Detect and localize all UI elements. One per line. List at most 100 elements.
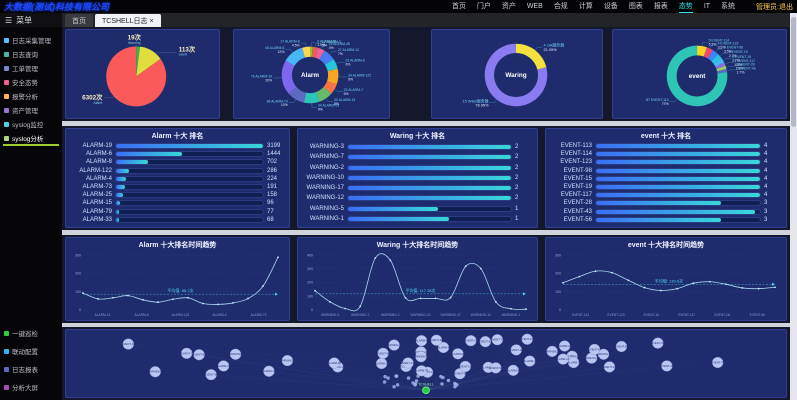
sidebar-item-资产管理[interactable]: 资产管理 bbox=[0, 103, 62, 117]
bar-row: EVENT-19 4 bbox=[552, 184, 780, 191]
bar-track bbox=[595, 143, 761, 150]
nav-item-6[interactable]: 设备 bbox=[603, 3, 618, 10]
bar-fill bbox=[596, 217, 721, 222]
bar-row: ALARM-79 77 bbox=[72, 208, 283, 215]
svg-text:23 ALARM-96%: 23 ALARM-9 6% bbox=[346, 59, 365, 67]
bar-label: EVENT-113 bbox=[560, 143, 592, 150]
bar-fill bbox=[596, 209, 756, 214]
svg-text:400: 400 bbox=[307, 253, 313, 257]
sidebar-item-一键巡检[interactable]: 一键巡检 bbox=[0, 324, 62, 342]
sidebar-item-工单管理[interactable]: 工单管理 bbox=[0, 61, 62, 75]
bar-row: WARNING-2 2 bbox=[304, 164, 531, 171]
bar-value: 158 bbox=[267, 192, 278, 199]
sidebar-item-syslog分析[interactable]: syslog分析 bbox=[0, 131, 62, 146]
bar-fill bbox=[116, 152, 183, 157]
nav-item-2[interactable]: 资产 bbox=[501, 3, 516, 10]
menu-item-icon bbox=[4, 384, 9, 390]
user-logout-link[interactable]: 管理员:退出 bbox=[756, 3, 793, 11]
svg-text:3 EVENT-192.7%: 3 EVENT-19 2.7% bbox=[732, 55, 751, 63]
bar-row: WARNING-1 1 bbox=[304, 215, 531, 222]
bar-track bbox=[115, 184, 264, 191]
bar-label: WARNING-1 bbox=[309, 215, 344, 222]
bar-fill bbox=[596, 144, 760, 149]
nav-item-11[interactable]: 系统 bbox=[721, 3, 736, 10]
bar-fill bbox=[596, 185, 760, 190]
tab-1[interactable]: TCSHELL日志 × bbox=[95, 14, 161, 27]
bar-value: 1 bbox=[515, 205, 519, 212]
tab-0[interactable]: 首页 bbox=[65, 14, 93, 27]
bar-fill bbox=[116, 209, 119, 214]
svg-text:EVENT-15: EVENT-15 bbox=[660, 364, 673, 368]
menu-item-icon bbox=[4, 65, 9, 71]
bar-value: 68 bbox=[267, 216, 274, 223]
nav-item-1[interactable]: 门户 bbox=[476, 3, 491, 10]
sidebar-collapse[interactable]: ☰ 菜单 bbox=[0, 13, 62, 27]
sidebar-item-syslog监控[interactable]: syslog监控 bbox=[0, 117, 62, 131]
sidebar-item-日志报表[interactable]: 日志报表 bbox=[0, 360, 62, 378]
bar-track bbox=[595, 151, 761, 158]
sidebar-item-日志采集管理[interactable]: 日志采集管理 bbox=[0, 33, 62, 47]
nav-item-4[interactable]: 合规 bbox=[553, 3, 568, 10]
svg-text:平均值: 85.7次: 平均值: 85.7次 bbox=[168, 287, 194, 293]
svg-text:平均值: 139.6次: 平均值: 139.6次 bbox=[655, 277, 683, 283]
svg-text:100: 100 bbox=[555, 290, 561, 294]
bar-label: ALARM-25 bbox=[82, 192, 112, 199]
svg-text:6302次: 6302次 bbox=[82, 93, 103, 102]
sidebar-item-分析大屏[interactable]: 分析大屏 bbox=[0, 378, 62, 396]
bar-value: 4 bbox=[764, 159, 768, 166]
svg-text:EVENT-15: EVENT-15 bbox=[644, 313, 659, 317]
nav-item-7[interactable]: 图表 bbox=[628, 3, 643, 10]
bar-fill bbox=[116, 168, 130, 173]
nav-item-0[interactable]: 首页 bbox=[451, 3, 466, 10]
nav-item-5[interactable]: 计算 bbox=[578, 3, 593, 10]
bar-row: ALARM-33 68 bbox=[72, 216, 283, 223]
svg-text:EVENT-28: EVENT-28 bbox=[464, 339, 477, 343]
bar-fill bbox=[348, 155, 511, 160]
bar-fill bbox=[348, 175, 511, 180]
svg-text:EVENT-56: EVENT-56 bbox=[377, 351, 390, 355]
bar-fill bbox=[348, 206, 438, 211]
svg-text:WARNING-10: WARNING-10 bbox=[595, 352, 613, 356]
bar-row: ALARM-122 286 bbox=[72, 167, 283, 174]
svg-text:4 EVENT-983.5%: 4 EVENT-98 3.5% bbox=[724, 45, 743, 53]
nav-item-10[interactable]: IT bbox=[703, 3, 711, 10]
nav-item-3[interactable]: WEB bbox=[526, 3, 543, 10]
sidebar-item-联动配置[interactable]: 联动配置 bbox=[0, 342, 62, 360]
svg-text:ALARM-122: ALARM-122 bbox=[172, 313, 190, 317]
svg-text:3 EVENT-152.7%: 3 EVENT-15 2.7% bbox=[729, 50, 748, 58]
nav-item-9[interactable]: 态势 bbox=[678, 1, 693, 13]
menu-item-label: 联动配置 bbox=[12, 349, 38, 356]
nav-item-8[interactable]: 报表 bbox=[653, 3, 668, 10]
svg-text:11 ALARM-23%: 11 ALARM-2 3% bbox=[322, 40, 341, 48]
vertical-scrollbar[interactable] bbox=[790, 13, 797, 400]
scrollbar-thumb[interactable] bbox=[791, 17, 796, 127]
sidebar: 日志采集管理 日志查询 工单管理 安全态势 报警分析 资产管理 syslog监控 syslog… bbox=[0, 27, 62, 400]
bar-value: 3 bbox=[764, 216, 768, 223]
sidebar-item-报警分析[interactable]: 报警分析 bbox=[0, 89, 62, 103]
bar-label: WARNING-17 bbox=[306, 185, 344, 192]
bar-label: ALARM-73 bbox=[82, 184, 112, 191]
panel-waring-trend: Waring 十大排名时间趋势 0 100 200 300 400 WARNING-3 WAR… bbox=[297, 237, 538, 321]
bar-row: EVENT-15 4 bbox=[552, 175, 780, 182]
svg-text:EVENT-72: EVENT-72 bbox=[491, 338, 504, 342]
bar-row: ALARM-19 3199 bbox=[72, 143, 283, 150]
Alarm-donut-chart: 6 ALARM-31 1.5%11 ALARM-2 3% 15 ALARM-45 4%2… bbox=[251, 39, 371, 111]
sidebar-item-日志查询[interactable]: 日志查询 bbox=[0, 47, 62, 61]
bar-track bbox=[115, 143, 264, 150]
svg-text:WARNING-2: WARNING-2 bbox=[544, 349, 560, 353]
svg-text:ALARM-31: ALARM-31 bbox=[328, 361, 342, 365]
bar-fill bbox=[596, 201, 721, 206]
svg-text:EVENT-88: EVENT-88 bbox=[615, 345, 628, 349]
bar-track bbox=[595, 192, 761, 199]
line-chart-title: Alarm 十大排名时间趋势 bbox=[138, 242, 217, 249]
sidebar-item-安全态势[interactable]: 安全态势 bbox=[0, 75, 62, 89]
bar-row: EVENT-114 4 bbox=[552, 151, 780, 158]
bar-value: 96 bbox=[267, 200, 274, 207]
bar-label: EVENT-15 bbox=[563, 175, 592, 182]
bar-label: EVENT-43 bbox=[563, 208, 592, 215]
svg-text:300: 300 bbox=[555, 253, 561, 257]
bar-label: EVENT-123 bbox=[560, 159, 592, 166]
bar-value: 4 bbox=[764, 175, 768, 182]
